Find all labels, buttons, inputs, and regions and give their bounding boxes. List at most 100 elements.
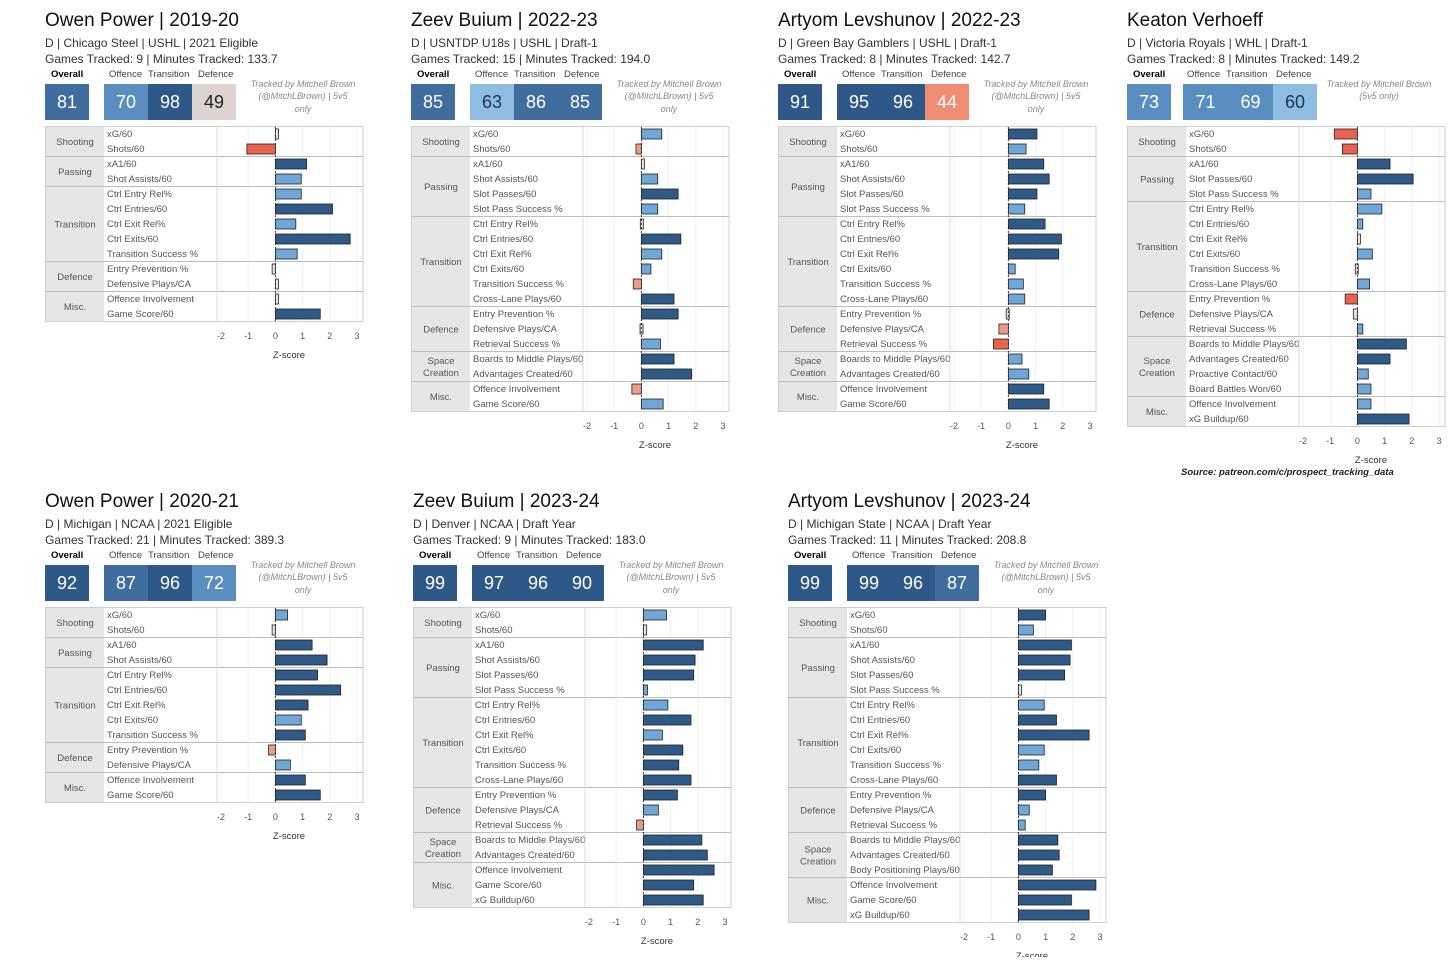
category-label: Defence: [1139, 310, 1174, 321]
metric-label: Ctrl Entries/60: [840, 234, 900, 245]
metric-label: Defensive Plays/CA: [107, 760, 192, 771]
metric-label: Ctrl Exit Rel%: [107, 700, 166, 711]
bar: [640, 128, 663, 140]
category-label: Creation: [790, 368, 826, 379]
metric-label: xA1/60: [107, 640, 137, 651]
axis-label: Z-score: [1016, 951, 1048, 957]
bar: [274, 699, 309, 711]
tick-label: 1: [300, 812, 305, 822]
category-label: Transition: [420, 257, 461, 268]
bar: [274, 714, 302, 726]
tick-label: 3: [354, 331, 359, 341]
category-label: Misc.: [430, 392, 452, 403]
tick-label: 2: [1070, 932, 1075, 942]
category-label: Shooting: [422, 137, 460, 148]
card-title: Owen Power | 2019-20: [45, 10, 239, 31]
category-label: Defence: [800, 806, 835, 817]
bar: [642, 669, 695, 681]
metric-label: Ctrl Entries/60: [107, 685, 167, 696]
card-meta: Games Tracked: 8 | Minutes Tracked: 142.…: [778, 52, 1011, 66]
metric-label: Defensive Plays/CA: [475, 805, 560, 816]
category-band: [1128, 397, 1186, 426]
metric-label: Offence Involvement: [475, 865, 562, 876]
metric-label: Ctrl Entry Rel%: [840, 219, 905, 230]
bar: [1333, 128, 1358, 140]
metric-label: Game Score/60: [107, 309, 174, 320]
category-label: Passing: [791, 182, 825, 193]
defence-score: 44: [925, 84, 969, 120]
metric-label: Game Score/60: [840, 399, 907, 410]
zscore-bar-chart: Shooting xG/60 Shots/60 Passing xA1/60 Shot A…: [413, 607, 732, 947]
bar: [274, 789, 321, 801]
bar: [642, 834, 703, 846]
offence-header: Offence: [477, 550, 511, 561]
metric-label: xA1/60: [473, 159, 503, 170]
bar: [1356, 353, 1391, 365]
transition-header: Transition: [891, 550, 933, 561]
metric-label: xG/60: [473, 129, 498, 140]
category-band: [414, 638, 472, 697]
card-title: Artyom Levshunov | 2022-23: [778, 10, 1021, 31]
tick-label: 0: [273, 331, 278, 341]
metric-label: Shots/60: [850, 625, 888, 636]
bar: [1017, 744, 1045, 756]
category-band: [412, 307, 470, 351]
category-band: [779, 217, 837, 306]
bar: [1356, 218, 1364, 230]
bar: [1017, 714, 1057, 726]
category-label: Misc.: [64, 783, 86, 794]
bar: [642, 789, 678, 801]
metric-label: Boards to Middle Plays/60: [473, 354, 583, 365]
offence-score: 71: [1183, 84, 1228, 120]
metric-label: xA1/60: [107, 159, 137, 170]
bar: [1017, 894, 1072, 906]
overall-score: 99: [788, 565, 832, 601]
note-line: (5v5 only): [1359, 91, 1399, 102]
transition-header: Transition: [1226, 69, 1268, 80]
metric-label: Defensive Plays/CA: [840, 324, 925, 335]
category-band: [414, 788, 472, 832]
metric-label: Entry Prevention %: [850, 790, 932, 801]
bar: [1017, 909, 1090, 921]
category-label: Shooting: [1138, 137, 1176, 148]
bar: [640, 368, 693, 380]
category-band: [46, 292, 104, 321]
bar: [268, 744, 276, 756]
metric-label: Game Score/60: [473, 399, 540, 410]
metric-label: Transition Success %: [107, 249, 199, 260]
bar: [1356, 188, 1372, 200]
metric-label: xA1/60: [850, 640, 880, 651]
bar: [1017, 819, 1026, 831]
note-line: (@MitchLBrown) | 5v5: [991, 91, 1081, 102]
note-line: Tracked by Mitchell Brown: [1326, 79, 1432, 89]
metric-label: Retrieval Success %: [475, 820, 563, 831]
category-label: Passing: [58, 648, 92, 659]
defence-score: 85: [558, 84, 602, 120]
metric-label: Body Positioning Plays/60: [850, 865, 960, 876]
overall-header: Overall: [417, 69, 450, 80]
tick-label: 0: [1006, 421, 1011, 431]
bar: [640, 308, 679, 320]
metric-label: Shots/60: [473, 144, 511, 155]
bar: [1356, 368, 1369, 380]
bar: [274, 173, 302, 185]
bar: [636, 819, 644, 831]
bar: [642, 714, 692, 726]
category-band: [46, 743, 104, 772]
bar: [271, 624, 276, 636]
offence-header: Offence: [109, 69, 143, 80]
tick-label: 3: [722, 917, 727, 927]
metric-label: xG Buildup/60: [1189, 414, 1249, 425]
category-label: Shooting: [424, 618, 462, 629]
metric-label: xG Buildup/60: [475, 895, 535, 906]
bar: [1007, 263, 1016, 275]
bar: [642, 744, 684, 756]
category-label: Space: [1144, 356, 1171, 367]
tick-label: 2: [695, 917, 700, 927]
metric-label: Cross-Lane Plays/60: [473, 294, 561, 305]
metric-label: Proactive Contact/60: [1189, 369, 1277, 380]
bar: [274, 609, 289, 621]
card-subtitle: D | Michigan | NCAA | 2021 Eligible: [45, 517, 233, 531]
note-line: (@MitchLBrown) | 5v5: [624, 91, 714, 102]
tick-label: 1: [300, 331, 305, 341]
